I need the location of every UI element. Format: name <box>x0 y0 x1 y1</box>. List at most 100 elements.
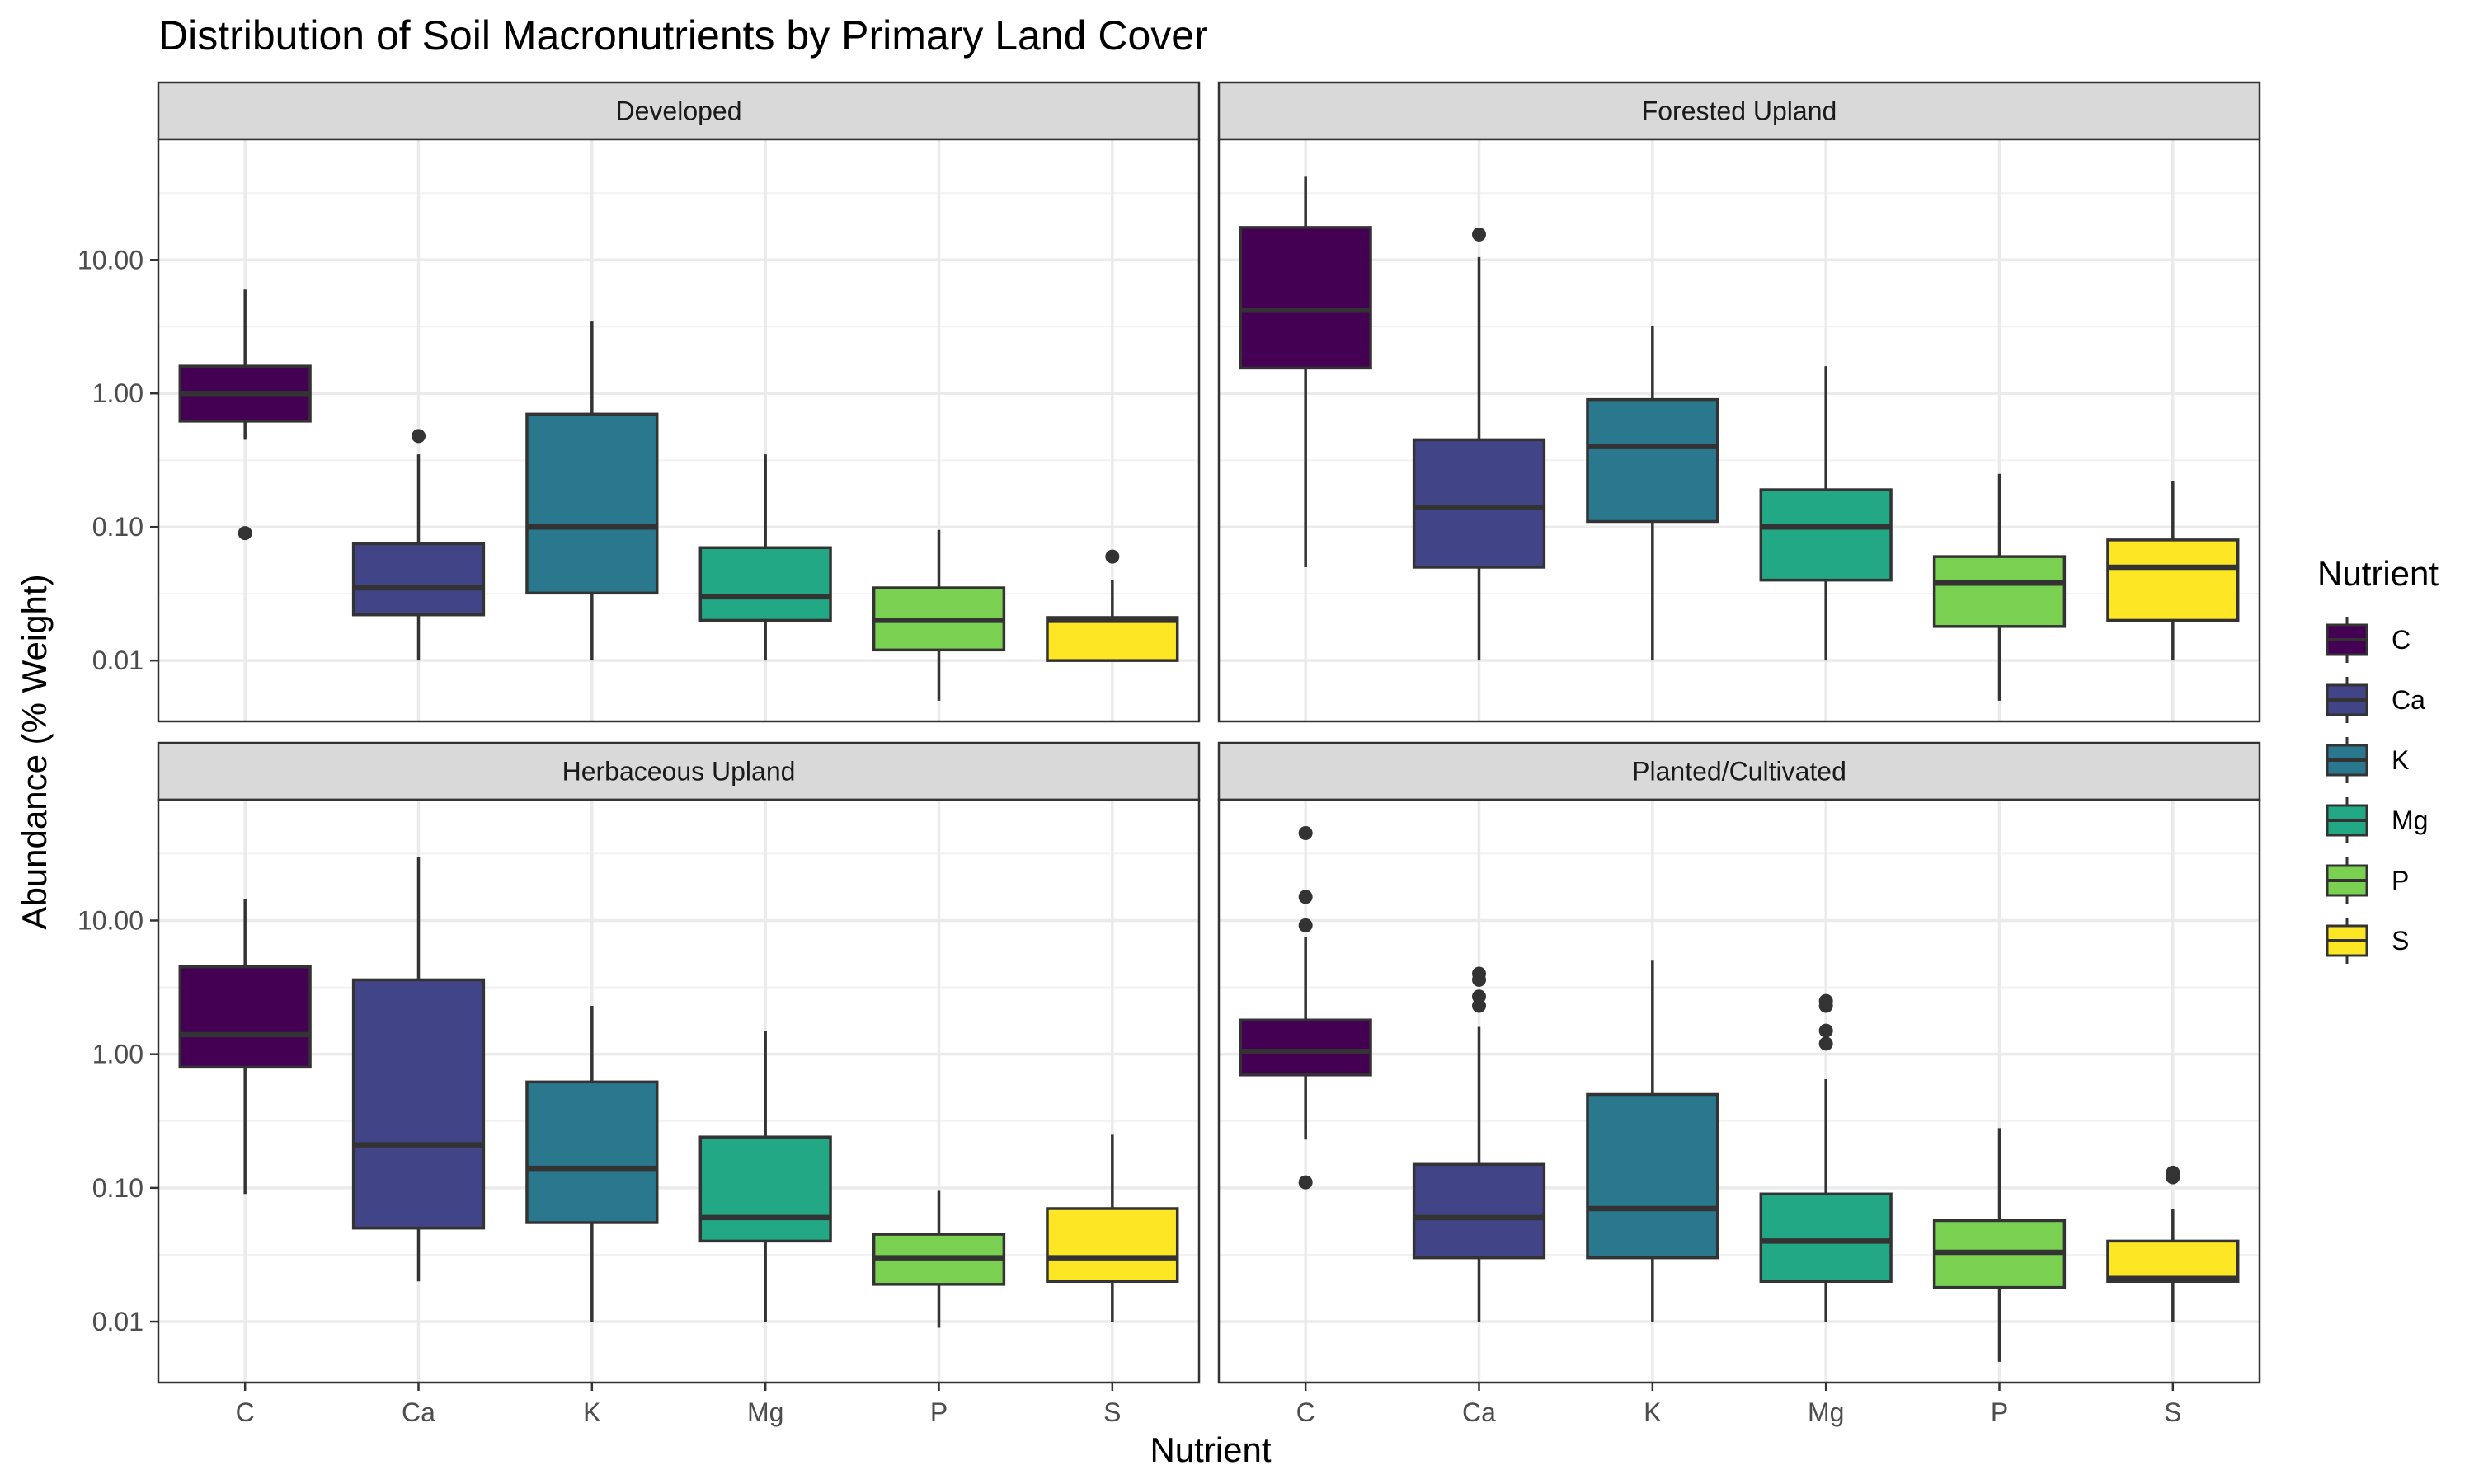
box-planted-cultivated-c <box>1239 826 1372 1190</box>
box-forested-upland-ca <box>1412 227 1546 661</box>
box-herbaceous-upland-ca <box>351 857 486 1282</box>
box-iqr <box>1046 1207 1179 1283</box>
box-planted-cultivated-s <box>2106 1165 2240 1322</box>
box-iqr <box>698 1135 832 1243</box>
facet-strip-developed <box>157 81 1201 141</box>
outlier-point <box>412 429 426 444</box>
box-herbaceous-upland-c <box>178 899 312 1195</box>
y-tick-label: 1.00 <box>92 1040 143 1069</box>
legend-item-k: K <box>2324 737 2409 783</box>
box-iqr <box>2106 538 2240 622</box>
legend-title: Nutrient <box>2317 554 2439 593</box>
outlier-point <box>1472 227 1486 242</box>
legend-label: C <box>2392 625 2411 655</box>
x-tick-label: Ca <box>402 1397 435 1427</box>
panel-forested-upland: Forested Upland <box>1217 81 2261 723</box>
y-tick-label: 0.01 <box>92 1307 143 1336</box>
box-iqr <box>1239 1018 1372 1077</box>
box-developed-k <box>525 321 659 661</box>
box-iqr <box>351 978 486 1230</box>
box-planted-cultivated-ca <box>1412 966 1546 1322</box>
panel-border-herbaceous-upland <box>157 798 1201 1384</box>
panel-border-developed <box>157 138 1201 723</box>
box-forested-upland-mg <box>1759 366 1893 661</box>
box-iqr <box>2106 1239 2240 1283</box>
x-tick-label: S <box>1103 1397 1121 1427</box>
outlier-point <box>1105 549 1120 564</box>
box-forested-upland-p <box>1932 473 2067 701</box>
facet-strip-forested-upland <box>1217 81 2261 141</box>
box-developed-p <box>872 529 1006 701</box>
box-iqr <box>525 412 659 595</box>
facet-label-developed: Developed <box>616 96 742 126</box>
x-tick-label: K <box>1644 1397 1661 1427</box>
facet-label-planted-cultivated: Planted/Cultivated <box>1632 757 1846 787</box>
x-tick-label: S <box>2164 1397 2181 1427</box>
box-developed-ca <box>351 429 486 661</box>
box-iqr <box>1932 555 2067 628</box>
y-tick-label: 10.00 <box>78 905 143 935</box>
box-herbaceous-upland-k <box>525 1005 659 1322</box>
panel-border-planted-cultivated <box>1217 798 2261 1384</box>
legend-item-c: C <box>2324 617 2411 663</box>
legend-label: P <box>2392 866 2409 895</box>
x-tick-label: Mg <box>747 1397 783 1427</box>
box-forested-upland-c <box>1239 176 1372 567</box>
legend-item-s: S <box>2324 918 2409 964</box>
y-tick-label: 10.00 <box>78 245 143 275</box>
x-tick-label: C <box>1296 1397 1315 1427</box>
box-planted-cultivated-k <box>1586 960 1719 1322</box>
panel-herbaceous-upland: Herbaceous Upland 0.01 0.10 1.00 10.00 C Ca K Mg… <box>78 741 1201 1427</box>
box-herbaceous-upland-p <box>872 1190 1006 1328</box>
plot-background-planted-cultivated <box>1219 800 2260 1383</box>
y-axis-title: Abundance (% Weight) <box>15 574 54 929</box>
outlier-point <box>2166 1170 2180 1185</box>
legend: Nutrient C Ca K Mg P S <box>2317 554 2439 964</box>
box-iqr <box>1046 616 1179 662</box>
box-iqr <box>1239 226 1372 370</box>
x-tick-label: K <box>583 1397 600 1427</box>
outlier-point <box>1472 972 1486 987</box>
box-iqr <box>1759 488 1893 582</box>
box-iqr <box>1586 397 1719 524</box>
y-tick-label: 0.10 <box>92 512 143 542</box>
box-herbaceous-upland-s <box>1046 1134 1179 1322</box>
plot-background-forested-upland <box>1219 139 2260 721</box>
box-iqr <box>1412 1162 1546 1260</box>
box-iqr <box>1759 1192 1893 1283</box>
x-tick-label: P <box>1991 1397 2008 1427</box>
y-tick-label: 0.10 <box>92 1173 143 1203</box>
panel-border-forested-upland <box>1217 138 2261 723</box>
x-tick-label: P <box>930 1397 948 1427</box>
legend-item-ca: Ca <box>2324 677 2425 723</box>
box-planted-cultivated-mg <box>1759 993 1893 1322</box>
facet-strip-herbaceous-upland <box>157 741 1201 801</box>
outlier-point <box>1818 1036 1833 1051</box>
y-tick-label: 1.00 <box>92 378 143 408</box>
box-developed-s <box>1046 549 1179 662</box>
x-axis-title: Nutrient <box>1150 1430 1271 1469</box>
legend-item-p: P <box>2324 857 2409 904</box>
box-forested-upland-s <box>2106 481 2240 661</box>
box-developed-c <box>178 289 312 541</box>
legend-label: Ca <box>2392 685 2425 715</box>
outlier-point <box>1818 1023 1833 1038</box>
legend-item-mg: Mg <box>2324 797 2428 843</box>
outlier-point <box>1298 1175 1313 1190</box>
y-tick-label: 0.01 <box>92 646 143 675</box>
outlier-point <box>1298 918 1313 932</box>
legend-label: S <box>2392 926 2409 956</box>
x-tick-label: Ca <box>1462 1397 1496 1427</box>
box-iqr <box>351 542 486 617</box>
outlier-point <box>1818 998 1833 1013</box>
facet-panels: Developed 0.01 0.10 1.00 10.00 Forested Uplan… <box>78 81 2261 1427</box>
outlier-point <box>238 526 252 541</box>
plot-background-developed <box>158 139 1199 721</box>
box-iqr <box>698 546 832 622</box>
x-tick-label: Mg <box>1808 1397 1844 1427</box>
box-forested-upland-k <box>1586 326 1719 661</box>
panel-planted-cultivated: Planted/Cultivated C Ca K Mg P S <box>1217 741 2261 1427</box>
outlier-point <box>1472 998 1486 1013</box>
legend-label: Mg <box>2392 805 2428 835</box>
